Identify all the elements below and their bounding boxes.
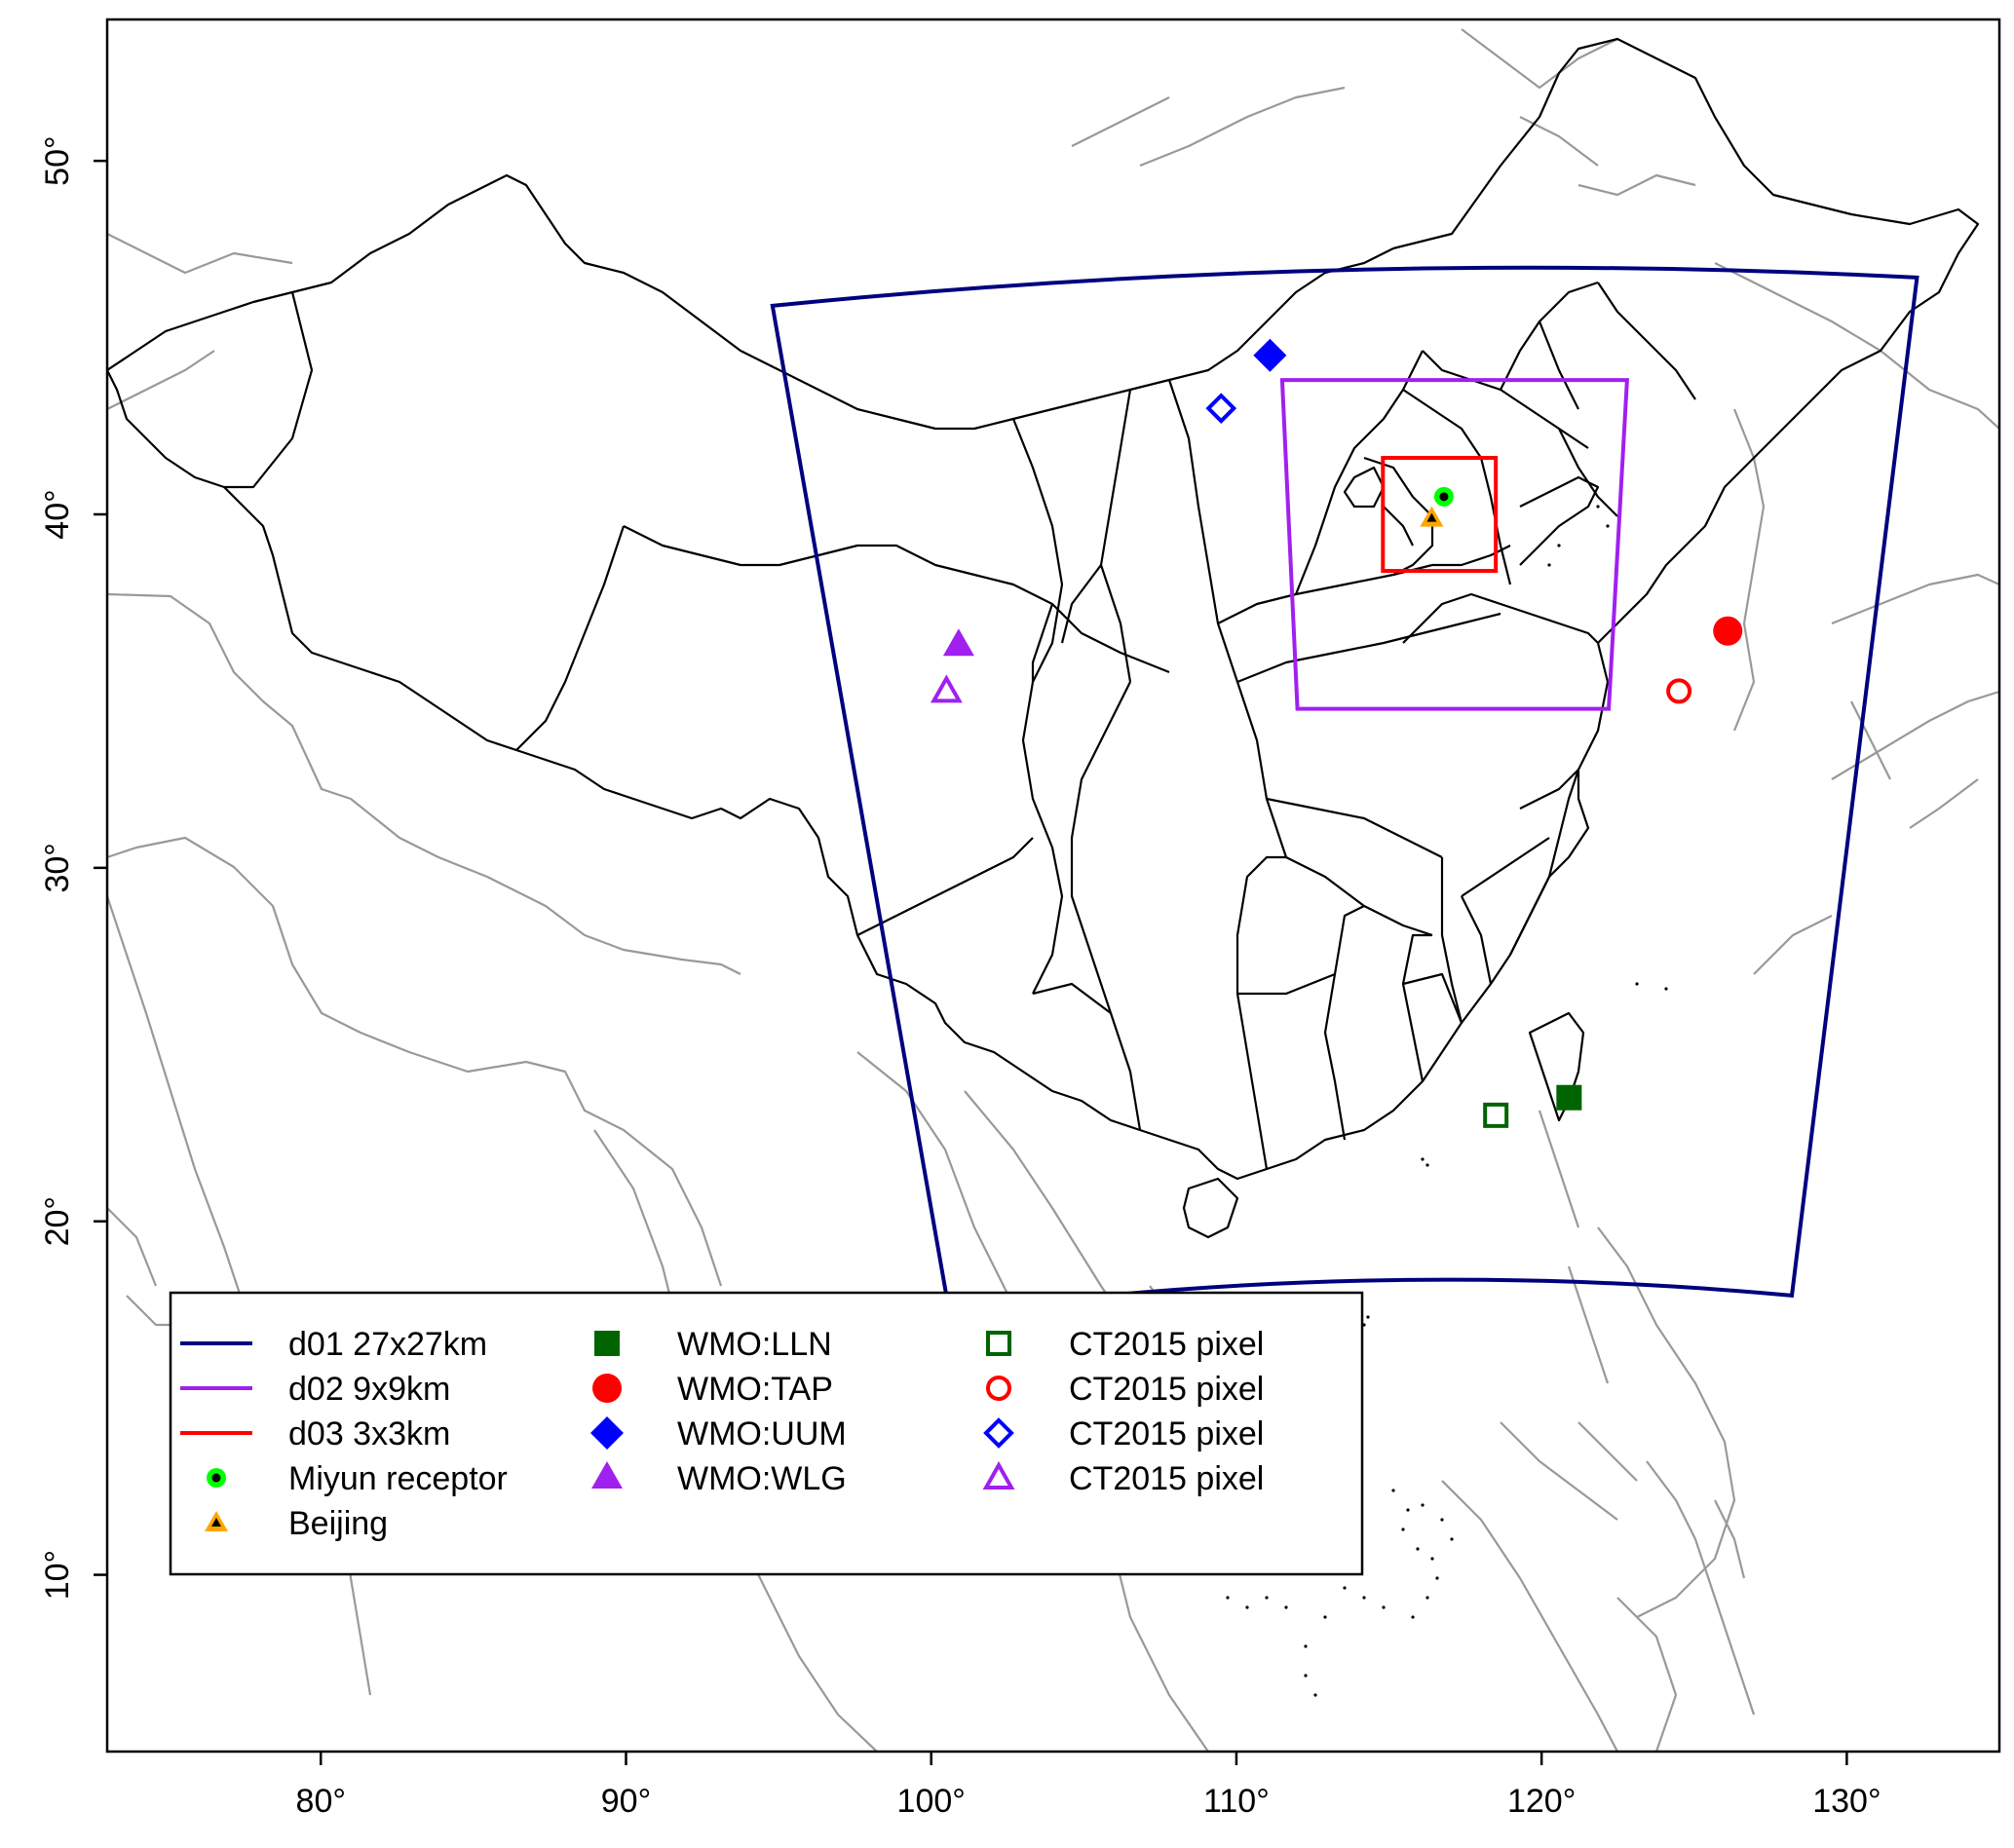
y-tick-label: 10° [39,1550,76,1600]
legend-col3-label-3: CT2015 pixel [1069,1460,1264,1497]
legend-col1-label-0: d01 27x27km [288,1326,487,1363]
site-wlg-marker [942,628,974,657]
legend-col3-label-0: CT2015 pixel [1069,1326,1264,1363]
y-tick-label: 40° [39,489,76,539]
ct2015-tap_pixel-marker [1666,678,1692,704]
legend-col1-label-4: Beijing [288,1505,388,1542]
legend-col3-symbol-3 [982,1460,1015,1490]
y-tick-label: 20° [39,1196,76,1246]
legend-col1-label-3: Miyun receptor [288,1460,508,1497]
legend-items: d01 27x27km d02 9x9km d03 3x3km Miyun recep… [180,1326,1264,1542]
legend-col2-symbol-0 [594,1331,620,1356]
site-lln-marker [1556,1084,1582,1111]
domain-d01-outline [770,265,1919,1316]
legend-col3-label-2: CT2015 pixel [1069,1415,1264,1452]
ct2015-wlg_pixel-marker [930,674,963,703]
legend-col3-label-1: CT2015 pixel [1069,1371,1264,1408]
legend-col2-label-1: WMO:TAP [677,1371,833,1408]
site-miyun-marker [1433,486,1454,507]
legend-col2-label-2: WMO:UUM [677,1415,847,1452]
x-tick-label: 130° [1812,1783,1881,1820]
site-uum-marker [1253,338,1287,372]
sites-layer [930,338,1743,1128]
axes: 80° 90° 100° 110° 120° 130° 10° 20° 30° 40° 50° [39,135,1881,1820]
legend-col2-label-3: WMO:WLG [677,1460,847,1497]
x-tick-label: 90° [601,1783,651,1820]
site-beijing-marker [1420,506,1444,527]
legend-col1-label-2: d03 3x3km [288,1415,450,1452]
legend-col2-symbol-3 [591,1461,623,1489]
legend-col3-symbol-2 [983,1417,1014,1449]
legend-col2-symbol-2 [590,1416,624,1450]
domain-d02-outline [1279,378,1629,711]
domains [770,265,1919,1316]
china-provincial-borders [107,37,1980,1239]
ct2015-lln_pixel-marker [1483,1102,1509,1128]
legend-col2-label-0: WMO:LLN [677,1326,832,1363]
legend-col2-symbol-1 [592,1374,622,1403]
legend-col1-symbol-3 [207,1468,226,1488]
x-tick-label: 80° [296,1783,346,1820]
x-tick-label: 100° [897,1783,966,1820]
y-tick-label: 50° [39,135,76,185]
plot-frame [105,18,2001,1754]
ct2015-uum_pixel-marker [1205,393,1237,424]
domain-d03-outline [1381,455,1499,574]
legend-col1-symbol-4 [205,1511,228,1531]
site-tap-marker [1713,616,1743,646]
legend-col3-symbol-1 [986,1376,1011,1401]
y-tick-label: 30° [39,843,76,892]
legend-box [169,1291,1364,1576]
x-tick-label: 120° [1507,1783,1576,1820]
legend: d01 27x27km d02 9x9km d03 3x3km Miyun recep… [169,1291,1364,1576]
x-tick-label: 110° [1203,1783,1270,1820]
legend-col3-symbol-0 [986,1331,1011,1356]
legend-col1-label-1: d02 9x9km [288,1371,450,1408]
